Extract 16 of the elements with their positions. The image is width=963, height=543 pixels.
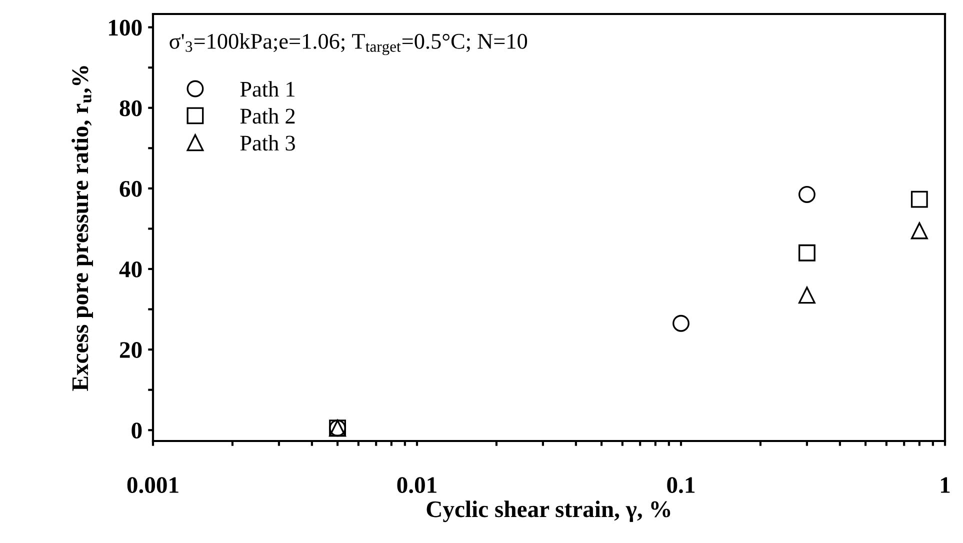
- legend-label: Path 1: [240, 81, 295, 97]
- y-tick-label: 80: [120, 100, 142, 116]
- y-axis-title: Excess pore pressure ratio, r$_{u}$,%: [72, 66, 93, 391]
- x-tick-label: 0.001: [127, 477, 178, 494]
- x-axis-title: Cyclic shear strain, γ, %: [426, 500, 670, 522]
- x-tick-label: 1: [940, 477, 950, 493]
- legend-label: Path 2: [240, 108, 295, 124]
- y-tick-label: 60: [120, 180, 142, 197]
- x-tick-label: 0.01: [397, 477, 436, 494]
- annotation: σ'$_{3}$=100kPa;e=1.06; T$_{target}$=0.5°C; N=10: [170, 33, 528, 56]
- y-tick-label: 100: [109, 20, 142, 36]
- x-tick-label: 0.1: [667, 477, 695, 494]
- y-tick-label: 40: [119, 261, 142, 278]
- legend-label: Path 3: [240, 135, 295, 151]
- y-tick-label: 20: [120, 342, 142, 358]
- y-tick-label: 0: [132, 422, 142, 439]
